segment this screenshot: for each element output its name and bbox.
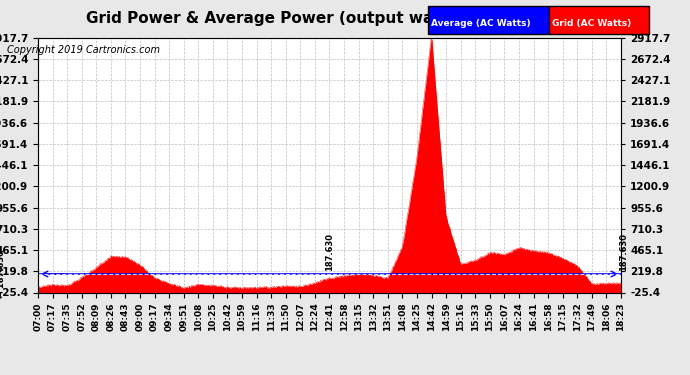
Text: Average (AC Watts): Average (AC Watts): [431, 19, 531, 28]
Text: ← 187.630: ← 187.630: [0, 250, 6, 298]
Text: 187.630: 187.630: [620, 234, 629, 272]
Text: Grid Power & Average Power (output watts) Tue Oct 1 18:25: Grid Power & Average Power (output watts…: [86, 11, 604, 26]
Text: Grid (AC Watts): Grid (AC Watts): [552, 19, 631, 28]
Text: 187.630: 187.630: [325, 234, 334, 272]
Text: Copyright 2019 Cartronics.com: Copyright 2019 Cartronics.com: [7, 45, 160, 55]
